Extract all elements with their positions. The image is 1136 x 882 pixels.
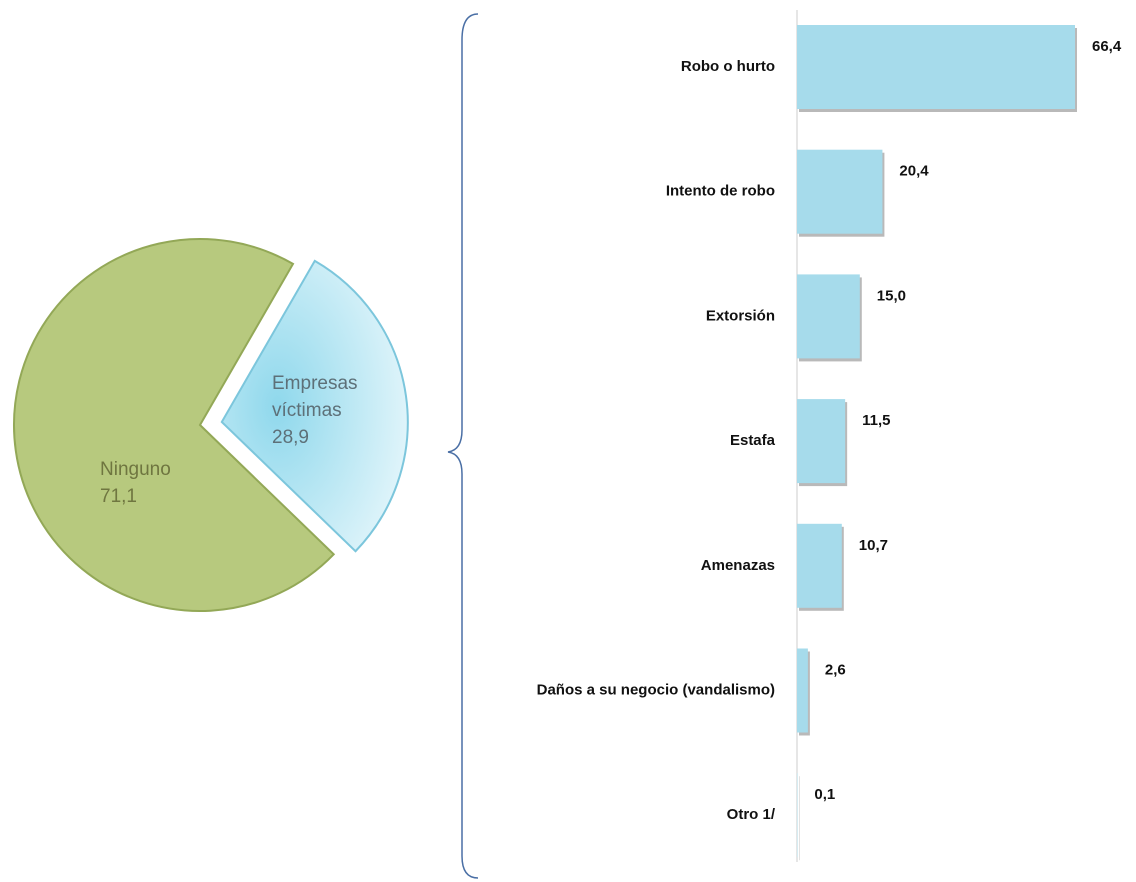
pie-category: Empresas víctimas — [272, 373, 358, 421]
pie-label: Ninguno 71,1 — [100, 456, 171, 510]
bar — [797, 274, 860, 359]
value-label: 66,4 — [1092, 38, 1122, 55]
value-label: 15,0 — [877, 287, 906, 304]
category-label: Intento de robo — [666, 183, 775, 200]
category-label: Daños a su negocio (vandalismo) — [537, 681, 775, 698]
pie-slice — [220, 259, 409, 553]
category-label: Extorsión — [706, 307, 775, 324]
value-label: 2,6 — [825, 661, 846, 678]
value-label: 20,4 — [899, 163, 929, 180]
category-label: Otro 1/ — [727, 806, 776, 823]
pie-value: 28,9 — [272, 427, 309, 448]
bar — [797, 399, 846, 484]
bar — [797, 149, 883, 234]
pie-category: Ninguno — [100, 459, 171, 480]
pie-slice — [13, 238, 336, 612]
bar — [797, 25, 1075, 109]
brace — [447, 13, 479, 879]
category-label: Amenazas — [701, 557, 775, 574]
bar — [797, 523, 842, 608]
pie-value: 71,1 — [100, 486, 137, 507]
value-label: 0,1 — [814, 786, 835, 803]
bar — [797, 648, 808, 733]
value-label: 11,5 — [862, 412, 890, 429]
category-label: Estafa — [730, 432, 776, 449]
value-label: 10,7 — [859, 537, 888, 554]
category-label: Robo o hurto — [681, 58, 775, 75]
pie-label: Empresas víctimas 28,9 — [272, 370, 372, 451]
